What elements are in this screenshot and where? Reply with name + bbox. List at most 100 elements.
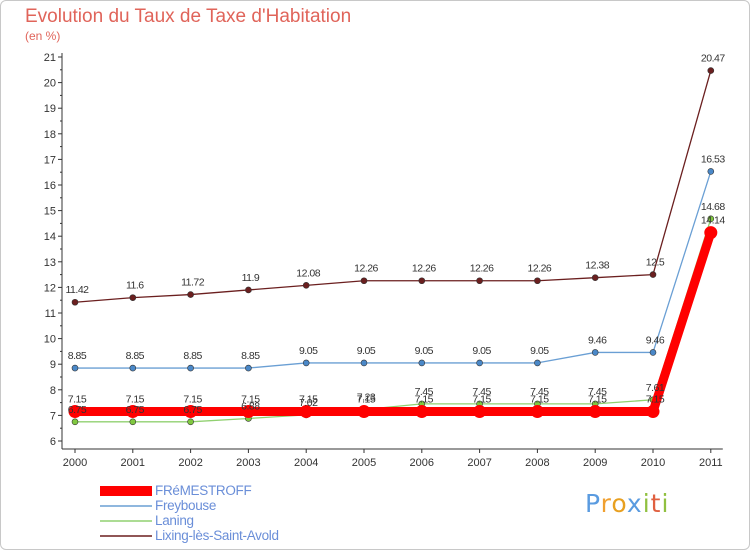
x-tick-label: 2000	[63, 457, 87, 469]
legend-label: Freybouse	[155, 498, 217, 513]
series-3	[71, 67, 715, 306]
data-label: 7.15	[299, 394, 318, 406]
y-tick-label: 11	[45, 308, 56, 320]
data-label: 8.85	[183, 350, 202, 362]
legend-swatch	[100, 535, 152, 537]
legend-label: Laning	[155, 513, 194, 528]
y-tick-label: 9	[50, 359, 56, 371]
legend-label: FRéMESTROFF	[155, 483, 252, 498]
data-label: 9.05	[299, 345, 318, 357]
data-point	[707, 67, 715, 74]
data-label: 20.47	[701, 53, 725, 65]
y-tick-label: 14	[44, 231, 56, 243]
data-point	[241, 405, 255, 419]
y-tick-label: 6	[50, 436, 56, 448]
series-line	[75, 218, 712, 423]
data-point	[360, 277, 368, 285]
data-point	[530, 405, 544, 419]
legend-item: Lixing-lès-Saint-Avold	[100, 528, 360, 544]
data-point	[707, 215, 715, 223]
data-label: 7.15	[415, 394, 434, 406]
x-tick-label: 2005	[352, 457, 376, 469]
data-label: 7.15	[68, 394, 87, 406]
y-tick-label: 12	[44, 282, 56, 294]
data-label: 9.46	[588, 334, 607, 346]
data-point	[357, 405, 371, 419]
legend-item: Laning	[100, 513, 360, 529]
x-tick-label: 2009	[583, 457, 607, 469]
data-label: 7.15	[126, 394, 145, 406]
y-tick-label: 21	[44, 52, 56, 64]
data-point	[476, 359, 483, 367]
data-label: 7.23	[357, 392, 376, 404]
data-label: 9.05	[530, 345, 549, 357]
x-tick-label: 2003	[236, 457, 260, 469]
data-label: 7.15	[646, 394, 665, 406]
data-label: 11.6	[126, 280, 144, 292]
data-point	[299, 405, 313, 419]
data-point	[71, 298, 79, 306]
series-line	[74, 70, 712, 303]
data-point	[245, 286, 252, 294]
x-tick-label: 2006	[410, 457, 434, 469]
data-label: 6.75	[183, 404, 202, 416]
data-point	[187, 418, 194, 426]
data-label: 8.85	[68, 350, 87, 362]
x-tick-label: 2011	[699, 457, 723, 469]
data-label: 14.68	[701, 201, 725, 213]
data-label: 7.15	[588, 394, 607, 406]
data-label: 6.75	[68, 404, 87, 416]
data-point	[302, 359, 310, 367]
legend-swatch	[100, 505, 152, 507]
y-tick-label: 13	[44, 257, 56, 269]
line-chart: 6 7 8 9 10 11 12 13 14 15 16 17 18 19 20 21 2000 2001 2002…	[44, 52, 726, 469]
data-point	[129, 294, 137, 301]
data-label: 7.02	[299, 397, 318, 409]
data-point	[588, 405, 602, 419]
data-point	[418, 359, 426, 367]
y-tick-label: 10	[44, 334, 56, 346]
chart-title: Evolution du Taux de Taxe d'Habitation	[25, 6, 352, 27]
legend-swatch	[100, 486, 152, 496]
logo-letter: r	[600, 489, 612, 518]
legend-item: Freybouse	[100, 498, 360, 514]
data-label: 7.45	[530, 386, 549, 398]
data-label: 9.05	[357, 345, 376, 357]
logo-letter: o	[611, 489, 627, 518]
x-tick-label: 2002	[178, 457, 202, 469]
data-label: 7.61	[646, 382, 665, 394]
x-tick-label: 2001	[121, 457, 145, 469]
data-point	[591, 274, 599, 281]
data-labels: 7.15 7.15 7.15 7.15 7.15 7.15 7.15 7.15 7.15 7.15…	[66, 53, 726, 416]
data-point	[71, 364, 79, 372]
data-label: 9.46	[646, 334, 665, 346]
x-tick-label: 2008	[525, 457, 549, 469]
legend-label: Lixing-lès-Saint-Avold	[155, 528, 279, 543]
data-point	[415, 405, 429, 419]
data-point	[184, 405, 198, 419]
data-label: 8.85	[241, 350, 260, 362]
data-label: 6.75	[126, 404, 145, 416]
y-tick-label: 8	[50, 385, 56, 397]
data-label: 7.15	[241, 394, 260, 406]
data-label: 8.85	[126, 350, 145, 362]
y-tick-label: 7	[50, 410, 56, 422]
logo-letter: x	[626, 489, 643, 518]
data-label: 12.08	[296, 267, 320, 279]
data-point	[476, 277, 483, 285]
chart-subtitle: (en %)	[25, 29, 61, 43]
data-label: 14.14	[701, 215, 725, 227]
data-label: 12.26	[412, 263, 436, 275]
data-label: 16.53	[701, 153, 725, 165]
data-point	[68, 405, 82, 419]
data-label: 11.42	[66, 284, 90, 296]
data-point	[245, 364, 252, 372]
data-label: 9.05	[472, 345, 491, 357]
data-point	[649, 271, 657, 278]
data-label: 6.88	[241, 400, 260, 412]
data-label: 12.5	[646, 257, 665, 269]
x-tick-label: 2004	[294, 457, 318, 469]
y-tick-label: 18	[44, 129, 56, 141]
data-point	[704, 226, 718, 240]
